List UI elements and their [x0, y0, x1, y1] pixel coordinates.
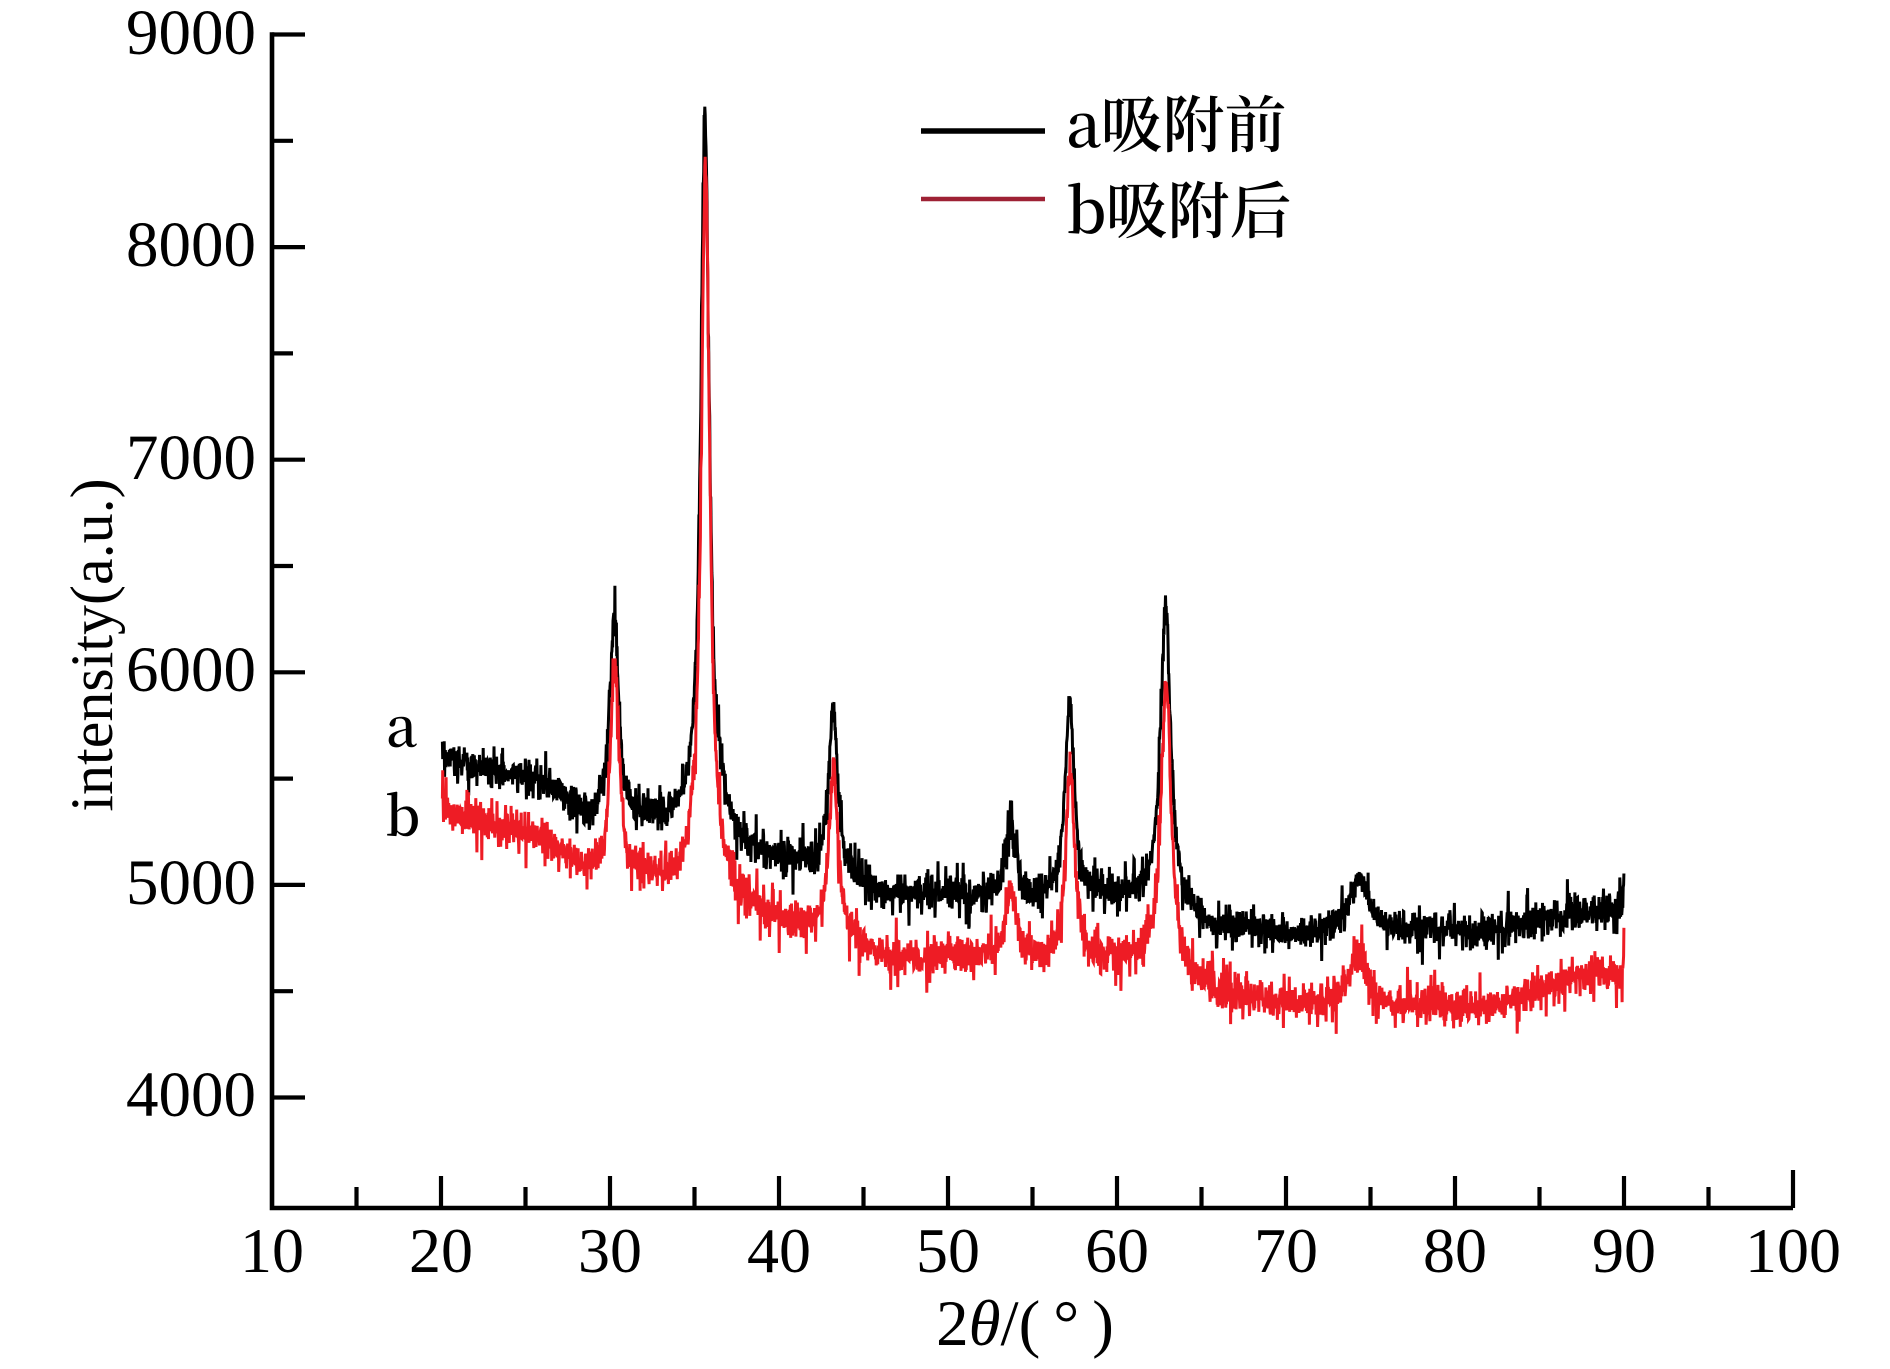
svg-text:80: 80 — [1423, 1215, 1487, 1286]
svg-text:2θ/( ° ): 2θ/( ° ) — [936, 1288, 1114, 1360]
svg-text:9000: 9000 — [126, 0, 256, 69]
svg-text:90: 90 — [1592, 1215, 1656, 1286]
svg-text:50: 50 — [916, 1215, 980, 1286]
svg-text:60: 60 — [1085, 1215, 1149, 1286]
svg-text:30: 30 — [578, 1215, 642, 1286]
svg-text:70: 70 — [1254, 1215, 1318, 1286]
svg-text:20: 20 — [409, 1215, 473, 1286]
svg-text:40: 40 — [747, 1215, 811, 1286]
svg-text:6000: 6000 — [126, 634, 256, 706]
svg-text:4000: 4000 — [126, 1059, 256, 1131]
svg-text:5000: 5000 — [126, 847, 256, 919]
svg-text:100: 100 — [1745, 1215, 1841, 1286]
svg-text:7000: 7000 — [126, 422, 256, 494]
svg-text:8000: 8000 — [126, 209, 256, 281]
svg-text:10: 10 — [240, 1215, 304, 1286]
svg-text:intensity(a.u.): intensity(a.u.) — [59, 478, 125, 811]
